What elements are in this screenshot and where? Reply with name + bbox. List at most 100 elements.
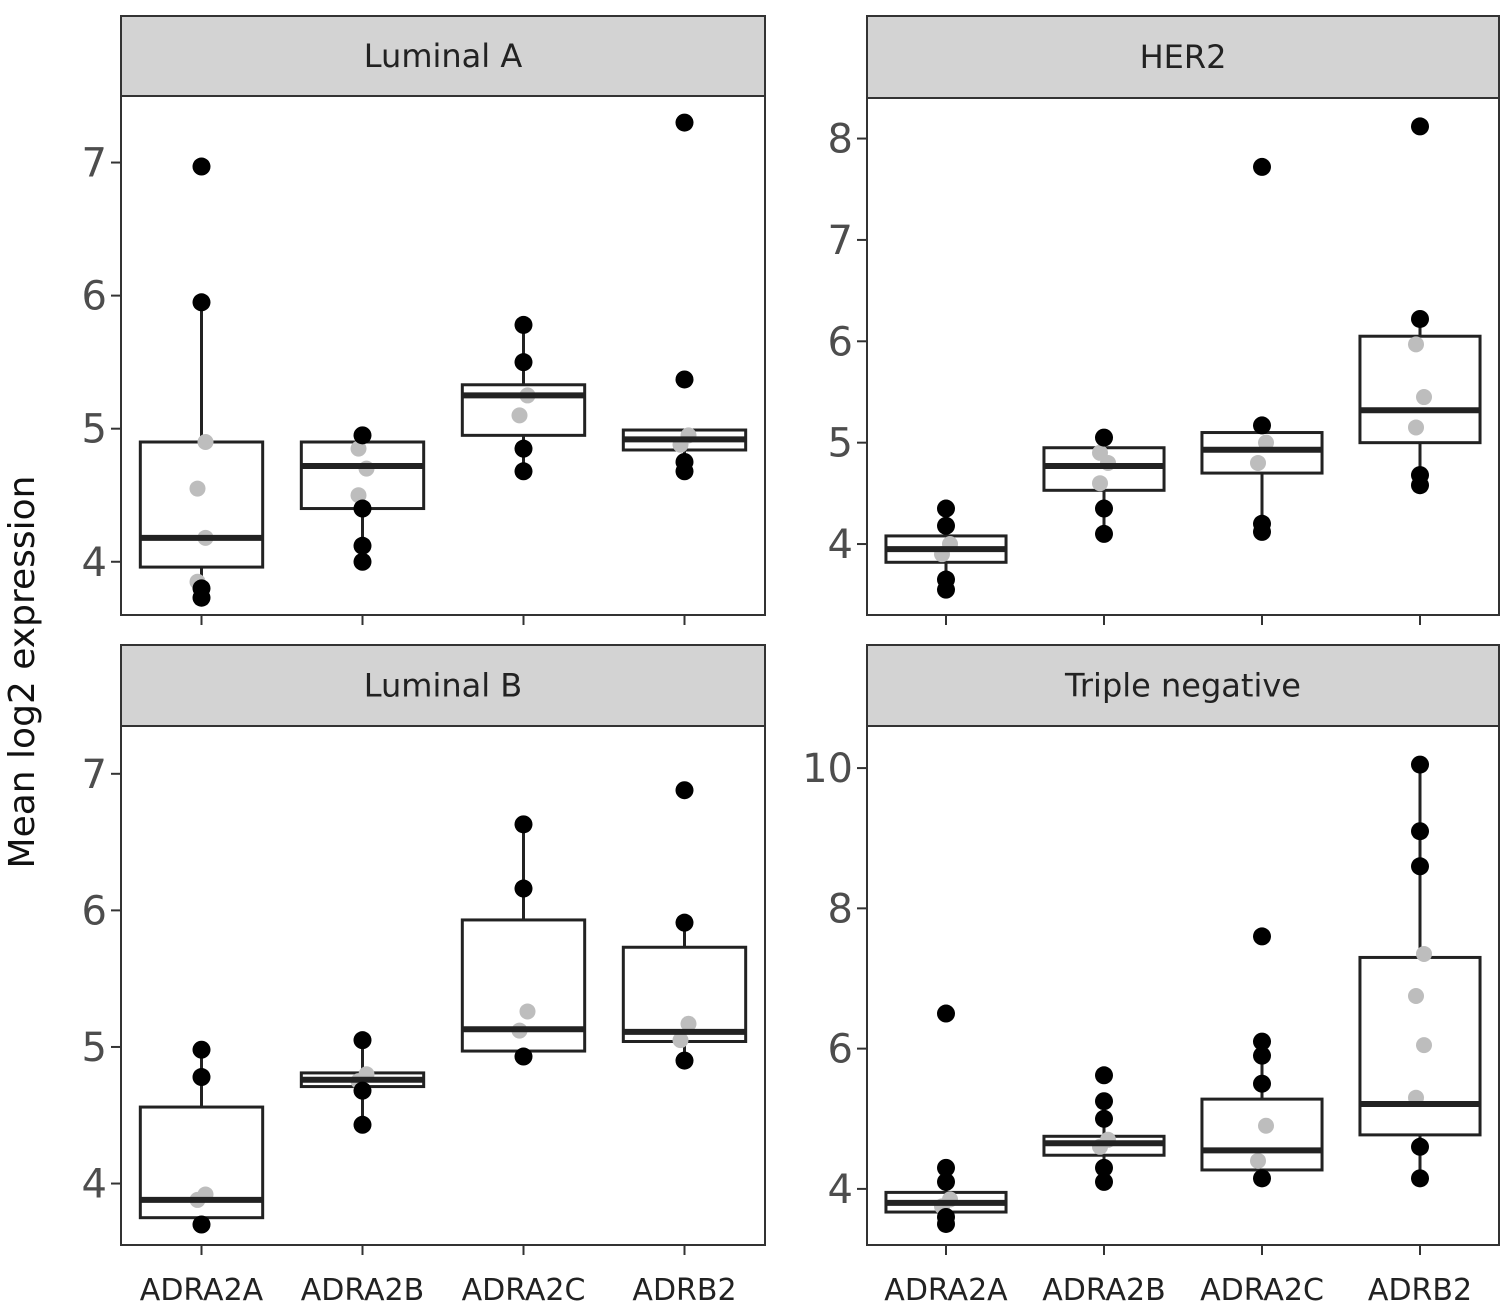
y-tick-label: 10 (802, 746, 853, 792)
y-axis-label: Mean log2 expression (2, 476, 43, 869)
outlier-point (1411, 755, 1429, 774)
outlier-point (514, 439, 533, 458)
outlier-point (1095, 1172, 1113, 1191)
jitter-point (1408, 336, 1424, 353)
outlier-point (353, 426, 372, 445)
y-tick-label: 7 (82, 752, 107, 798)
jitter-point (1250, 1152, 1266, 1169)
jitter-point (1092, 444, 1108, 461)
outlier-point (937, 1158, 955, 1177)
jitter-point (1092, 475, 1108, 492)
jitter-point (1408, 988, 1424, 1005)
outlier-point (675, 113, 694, 132)
outlier-point (1095, 1066, 1113, 1085)
y-tick-label: 5 (82, 1025, 107, 1071)
y-tick-label: 5 (82, 407, 107, 453)
outlier-point (353, 552, 372, 571)
outlier-point (514, 1047, 533, 1066)
y-tick-label: 7 (82, 141, 107, 187)
panel-border (866, 725, 1500, 1246)
outlier-point (1253, 1046, 1271, 1065)
outlier-point (937, 570, 955, 589)
outlier-point (353, 1031, 372, 1050)
box (1358, 334, 1482, 445)
jitter-point (672, 1032, 689, 1049)
outlier-point (514, 879, 533, 898)
outlier-point (192, 293, 211, 312)
y-tick-label: 5 (828, 421, 853, 467)
outlier-point (1411, 466, 1429, 485)
x-tick-label: ADRA2B (301, 1273, 424, 1307)
y-tick-label: 4 (828, 522, 853, 568)
outlier-point (192, 1068, 211, 1087)
outlier-point (1411, 857, 1429, 876)
y-tick-label: 8 (828, 117, 853, 163)
y-tick-label: 4 (828, 1167, 853, 1213)
jitter-point (519, 1003, 536, 1020)
outlier-point (192, 1215, 211, 1234)
jitter-point (1408, 419, 1424, 436)
outlier-point (937, 1004, 955, 1023)
facet-title: Luminal B (364, 667, 523, 705)
outlier-point (514, 815, 533, 834)
jitter-point (1258, 434, 1274, 451)
y-tick-label: 6 (828, 1027, 853, 1073)
facet-strip (120, 644, 766, 727)
facet-strip (120, 15, 766, 97)
outlier-point (1095, 1109, 1113, 1128)
box (460, 383, 587, 437)
outlier-point (675, 913, 694, 932)
jitter-point (197, 434, 214, 450)
outlier-point (675, 452, 694, 471)
outlier-point (937, 516, 955, 535)
outlier-point (1253, 1169, 1271, 1188)
outlier-point (514, 353, 533, 372)
y-tick-label: 4 (82, 540, 107, 586)
y-tick-label: 6 (82, 888, 107, 934)
outlier-point (1095, 1158, 1113, 1177)
outlier-point (192, 1040, 211, 1059)
outlier-point (675, 1051, 694, 1070)
x-tick-label: ADRB2 (632, 1273, 736, 1307)
outlier-point (1095, 1092, 1113, 1111)
panel-border (120, 725, 766, 1246)
jitter-point (1416, 389, 1432, 406)
outlier-point (1095, 524, 1113, 543)
x-tick-label: ADRA2A (140, 1273, 264, 1307)
jitter-point (350, 487, 367, 504)
outlier-point (675, 370, 694, 389)
outlier-point (937, 1207, 955, 1226)
jitter-point (189, 480, 206, 497)
outlier-point (353, 1081, 372, 1100)
outlier-point (1411, 1169, 1429, 1188)
jitter-point (511, 407, 528, 424)
outlier-point (1411, 117, 1429, 136)
panel-border (120, 95, 766, 616)
y-tick-label: 6 (82, 274, 107, 320)
jitter-point (1250, 454, 1266, 471)
outlier-point (353, 536, 372, 555)
jitter-point (680, 1015, 697, 1032)
y-tick-label: 8 (828, 886, 853, 932)
panel-border (866, 97, 1500, 616)
x-tick-label: ADRA2C (1200, 1273, 1324, 1307)
outlier-point (1411, 822, 1429, 841)
outlier-point (937, 499, 955, 518)
x-tick-label: ADRA2A (884, 1273, 1008, 1307)
outlier-point (1411, 1137, 1429, 1156)
y-tick-label: 4 (82, 1162, 107, 1208)
outlier-point (675, 781, 694, 800)
facet-title: HER2 (1140, 38, 1227, 76)
facet-title: Triple negative (1064, 667, 1301, 705)
facet-strip (866, 15, 1500, 99)
outlier-point (1253, 1074, 1271, 1093)
outlier-point (1253, 1032, 1271, 1051)
jitter-point (1416, 945, 1432, 962)
outlier-point (1095, 428, 1113, 447)
outlier-point (192, 157, 211, 176)
y-tick-label: 6 (828, 319, 853, 365)
facet-title: Luminal A (364, 37, 523, 75)
x-tick-label: ADRA2B (1042, 1273, 1165, 1307)
outlier-point (353, 1115, 372, 1134)
